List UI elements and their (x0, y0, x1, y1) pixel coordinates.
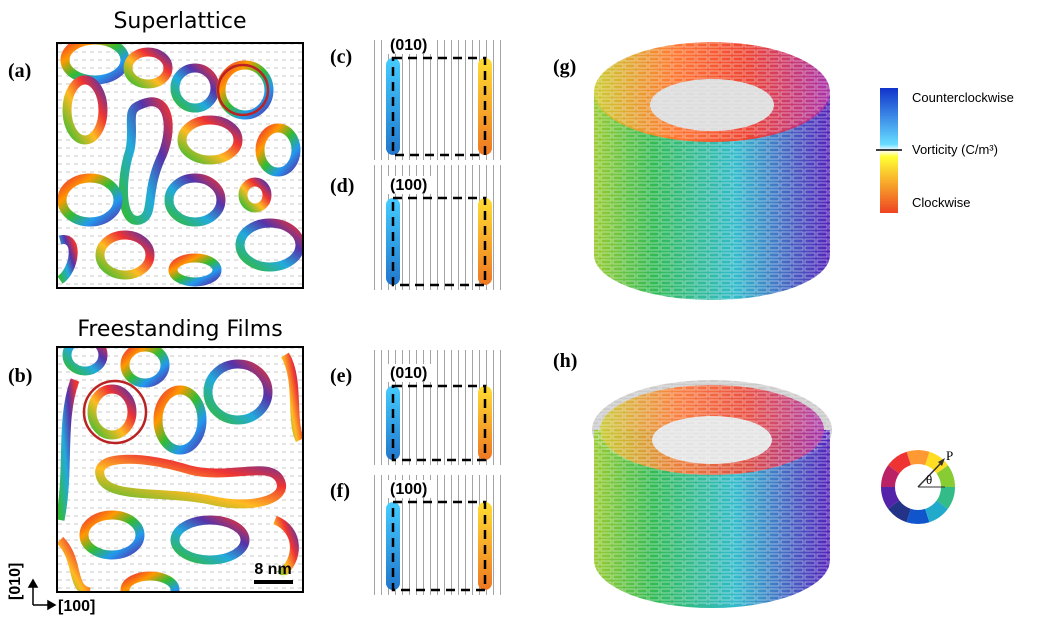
panel-label: (e) (330, 365, 352, 387)
axis-arrows (29, 580, 55, 609)
plane-label: (010) (390, 365, 427, 382)
plane-label: (010) (390, 37, 427, 54)
axis-label: [010] (7, 563, 24, 600)
wheel-segment (894, 458, 909, 469)
wheel-segment (909, 457, 928, 458)
vortex-core (386, 198, 400, 285)
vortex-3d (594, 40, 830, 300)
panel-label: (b) (8, 365, 32, 387)
panel-label: (g) (553, 56, 576, 78)
panel-label: (d) (330, 175, 354, 197)
wheel-segment (927, 505, 942, 516)
wheel-segment (909, 516, 928, 517)
panel-label: (a) (8, 60, 31, 82)
panel-title: Freestanding Films (77, 317, 282, 342)
wheel-segment (894, 505, 909, 516)
legend-label: Counterclockwise (912, 90, 1014, 105)
wheel-segment (888, 487, 894, 505)
legend-label: Clockwise (912, 195, 971, 210)
panel-label: (f) (330, 480, 350, 502)
plane-label: (100) (390, 177, 427, 194)
panel-label: (c) (330, 46, 352, 68)
plane-label: (100) (390, 481, 427, 498)
wheel-segment (942, 469, 948, 487)
cross-sections: (010) (100) (010) (100) (372, 36, 505, 595)
axis-label: [100] (58, 598, 95, 615)
legend-label: Vorticity (C/m³) (912, 142, 998, 157)
wheel-segment (888, 469, 894, 487)
panel-label: (h) (553, 350, 577, 372)
wheel-label: θ (926, 472, 932, 487)
vortex-3d (587, 365, 837, 608)
panel-title: Superlattice (113, 9, 246, 34)
figure: Superlattice Freestanding Films (a) (b) … (0, 0, 1040, 622)
wheel-label: P (946, 448, 953, 463)
scale-bar-label: 8 nm (254, 561, 291, 578)
domain-map (57, 40, 303, 288)
wheel-segment (942, 487, 948, 505)
